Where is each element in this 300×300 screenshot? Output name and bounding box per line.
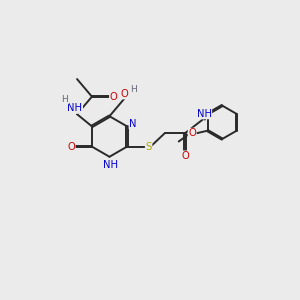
Text: NH: NH (103, 160, 118, 170)
Text: N: N (129, 119, 137, 129)
Text: O: O (181, 151, 189, 161)
Text: NH: NH (68, 103, 82, 113)
Text: O: O (67, 142, 75, 152)
Text: S: S (146, 142, 152, 152)
Text: H: H (130, 85, 137, 94)
Text: O: O (121, 89, 128, 99)
Text: NH: NH (196, 109, 211, 119)
Text: O: O (188, 128, 196, 138)
Text: O: O (110, 92, 117, 102)
Text: H: H (61, 95, 68, 104)
